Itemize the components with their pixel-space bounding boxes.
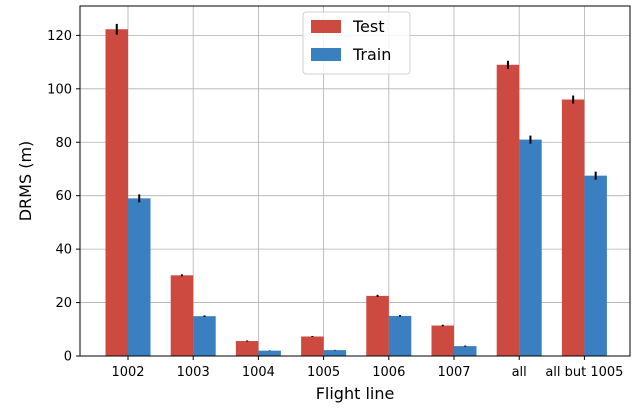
bar-train [128, 198, 151, 356]
legend: Test Train [302, 11, 411, 75]
bar-test [561, 99, 585, 357]
bar-test [105, 29, 128, 357]
y-tick-label: 80 [55, 136, 72, 151]
x-tick-label: all [512, 365, 527, 380]
x-tick-label: 1002 [111, 365, 144, 380]
bar-test [366, 295, 389, 356]
y-tick-label: 20 [55, 296, 72, 311]
y-tick-label: 60 [55, 189, 72, 204]
bar-train [193, 316, 216, 356]
legend-swatch-test [311, 20, 341, 33]
bar-train [258, 350, 281, 356]
bar-train [454, 346, 477, 356]
bar-test [496, 64, 520, 356]
x-axis-ticks: 1002 1003 1004 1005 1006 1007 all all but 1005 [111, 356, 623, 380]
x-tick-label: 1004 [242, 365, 275, 380]
y-axis-label: DRMS (m) [16, 141, 35, 222]
y-tick-label: 100 [47, 82, 72, 97]
bar-test [301, 336, 324, 356]
bar-train [519, 139, 542, 356]
x-tick-label: 1006 [372, 365, 405, 380]
legend-label-test: Test [352, 17, 385, 36]
x-tick-label: all but 1005 [545, 365, 623, 380]
x-tick-label: 1005 [307, 365, 340, 380]
bar-test [431, 325, 454, 356]
bar-train [584, 175, 607, 356]
bar-train [323, 350, 347, 356]
bar-test [170, 275, 194, 356]
bar-test [235, 341, 259, 356]
legend-label-train: Train [352, 45, 391, 64]
x-tick-label: 1003 [177, 365, 210, 380]
error-bars [115, 23, 597, 351]
y-tick-label: 120 [47, 29, 72, 44]
bar-train [388, 315, 412, 356]
plot-frame [79, 5, 631, 357]
bars [105, 29, 607, 357]
legend-swatch-train [311, 48, 341, 61]
x-tick-label: 1007 [437, 365, 470, 380]
y-tick-label: 0 [64, 350, 72, 365]
x-axis-label: Flight line [316, 384, 395, 403]
y-tick-label: 40 [55, 243, 72, 258]
y-axis-ticks: 0 20 40 60 80 100 120 [47, 29, 80, 365]
